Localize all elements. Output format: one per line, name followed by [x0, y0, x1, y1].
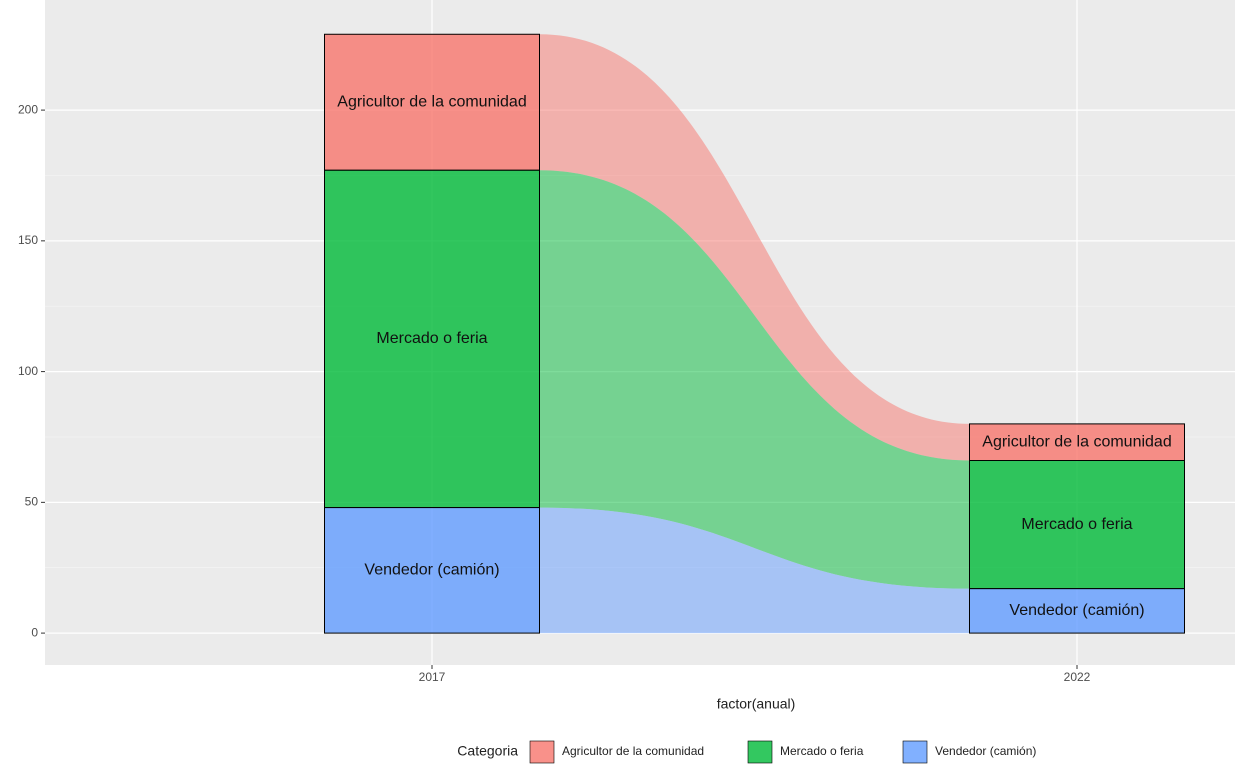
stratum	[324, 169, 540, 509]
legend-key	[529, 740, 555, 764]
stratum	[969, 460, 1185, 590]
flow	[539, 507, 970, 634]
flow	[539, 34, 970, 461]
legend-label: Agricultor de la comunidad	[562, 744, 704, 758]
stratum-label: Agricultor de la comunidad	[337, 93, 526, 110]
y-tick-label: 200	[18, 102, 38, 116]
x-axis-label: factor(anual)	[717, 696, 796, 712]
stratum	[324, 33, 540, 171]
x-tick-label: 2022	[1064, 670, 1091, 684]
legend-key	[747, 740, 773, 764]
stratum-label: Mercado o feria	[1021, 516, 1132, 533]
legend-label: Vendedor (camión)	[935, 744, 1036, 758]
stratum	[969, 423, 1185, 462]
legend-title: Categoria	[457, 743, 518, 759]
stratum	[324, 507, 540, 634]
legend-label: Mercado o feria	[780, 744, 864, 758]
y-tick-label: 150	[18, 233, 38, 247]
x-tick-label: 2017	[419, 670, 446, 684]
stratum-label: Mercado o feria	[376, 330, 487, 347]
stratum-label: Vendedor (camión)	[364, 562, 499, 579]
legend-key	[902, 740, 928, 764]
y-tick-label: 50	[25, 495, 39, 509]
y-tick-label: 0	[31, 625, 38, 639]
y-tick-label: 100	[18, 364, 38, 378]
flow	[539, 170, 970, 589]
stratum-label: Vendedor (camión)	[1009, 602, 1144, 619]
stratum-label: Agricultor de la comunidad	[982, 433, 1171, 450]
stratum	[969, 588, 1185, 634]
